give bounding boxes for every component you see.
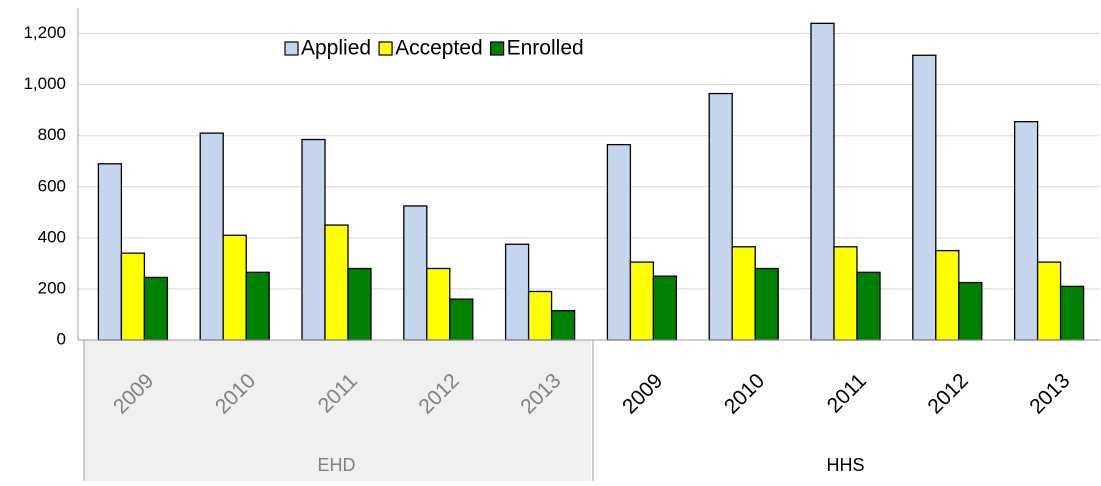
y-tick-label: 800: [38, 125, 66, 144]
bar: [629, 261, 655, 341]
x-tick-label: 2009: [618, 369, 667, 418]
bar: [912, 54, 937, 341]
bar: [810, 22, 835, 341]
legend-swatch: [284, 41, 299, 56]
bar: [1013, 120, 1039, 341]
bar: [403, 205, 428, 341]
bar: [143, 276, 169, 341]
bar: [347, 267, 372, 341]
bar: [504, 243, 530, 341]
bar: [856, 271, 881, 341]
y-tick-label: 1,000: [23, 74, 66, 93]
y-tick-label: 0: [57, 329, 66, 348]
group-label: HHS: [826, 455, 864, 475]
bar: [97, 163, 123, 341]
x-tick-label: 2013: [1025, 369, 1074, 418]
y-tick-label: 1,200: [23, 23, 66, 42]
x-tick-label: 2010: [720, 369, 769, 418]
bar: [754, 267, 779, 341]
bar: [222, 234, 247, 341]
x-tick-label: 2011: [823, 369, 871, 417]
bar: [935, 249, 960, 341]
bar: [606, 143, 632, 341]
bar: [245, 271, 270, 341]
bar: [958, 281, 983, 341]
bar: [550, 309, 576, 341]
x-tick-label: 2012: [923, 369, 972, 418]
legend-label: Applied: [301, 37, 371, 60]
bar: [449, 298, 474, 341]
y-tick-label: 600: [38, 176, 66, 195]
group-label: EHD: [317, 455, 355, 475]
bar: [301, 138, 326, 341]
bar: [324, 224, 349, 341]
y-tick-label: 200: [38, 278, 66, 297]
bar: [652, 275, 678, 341]
bar: [426, 267, 451, 341]
bar: [731, 246, 756, 341]
legend-label: Accepted: [395, 37, 483, 60]
bar: [833, 246, 858, 341]
bar: [708, 92, 733, 341]
y-tick-label: 400: [38, 227, 66, 246]
legend-label: Enrolled: [507, 37, 584, 60]
legend-swatch: [378, 41, 393, 56]
legend-swatch: [490, 41, 505, 56]
bar: [1036, 261, 1062, 341]
bar: [527, 290, 553, 341]
bar: [120, 252, 146, 341]
group-background: [84, 340, 591, 481]
bar: [1059, 285, 1085, 341]
bar: [199, 132, 224, 341]
